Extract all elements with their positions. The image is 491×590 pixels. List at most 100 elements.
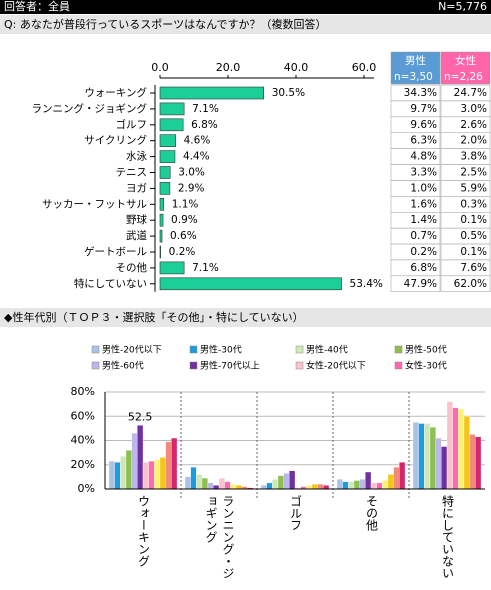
bar — [218, 477, 225, 490]
bar — [365, 471, 372, 490]
bar — [348, 481, 355, 490]
category-label: 野球 — [126, 213, 147, 226]
bar — [317, 483, 324, 490]
bar — [376, 482, 383, 490]
x-tick-label: 20.0 — [216, 61, 241, 74]
legend-swatch — [91, 361, 100, 370]
bar — [165, 441, 172, 490]
value-label: 53.4% — [350, 278, 383, 290]
bar — [446, 401, 453, 490]
table-value: 3.0% — [460, 103, 487, 115]
x-tick-label: 60.0 — [352, 61, 377, 74]
table-value: 2.0% — [460, 135, 487, 147]
legend-swatch — [394, 361, 403, 370]
table-value: 9.7% — [410, 103, 437, 115]
section-title: ◆性年代別（ＴＯＰ３・選択肢「その他」・特にしていない） — [4, 310, 304, 324]
bar — [159, 245, 161, 259]
bar — [336, 479, 343, 490]
bar — [159, 86, 264, 100]
table-header-n: n=2,26 — [444, 71, 483, 83]
bar — [306, 485, 313, 490]
table-cell — [390, 275, 441, 293]
table-value: 6.8% — [410, 262, 437, 274]
bar — [207, 482, 214, 490]
table-value: 3.3% — [410, 167, 437, 179]
category-label: 武道 — [126, 229, 147, 242]
bar — [393, 467, 400, 490]
bar — [429, 427, 436, 490]
table-value: 0.3% — [460, 198, 487, 210]
header-bar — [0, 0, 491, 14]
y-tick-label: 20% — [71, 458, 95, 471]
bar — [323, 485, 330, 490]
legend-label: 男性-40代 — [306, 344, 348, 356]
category-label: ウォーキング — [84, 86, 147, 99]
bar — [412, 422, 419, 490]
bar — [159, 277, 342, 291]
category-label: ヨガ — [126, 182, 147, 194]
value-label: 6.8% — [191, 119, 218, 131]
bar — [108, 460, 115, 490]
bar — [435, 437, 442, 490]
section-bar — [0, 308, 491, 327]
respondents: 回答者：全員 — [4, 0, 70, 13]
value-label: 7.1% — [192, 262, 219, 274]
bar — [387, 474, 394, 490]
bar — [452, 407, 459, 490]
bar — [469, 434, 476, 490]
table-header-cell — [440, 51, 491, 85]
table-value: 1.4% — [410, 214, 437, 226]
value-label: 52.5 — [128, 410, 153, 423]
value-label: 0.2% — [169, 246, 196, 258]
bar — [120, 456, 127, 490]
bar — [475, 436, 482, 490]
bar — [370, 482, 377, 490]
category-label: サッカー・フットサル — [42, 198, 147, 210]
value-label: 0.9% — [171, 214, 198, 226]
bar — [201, 477, 208, 490]
bar — [441, 446, 448, 490]
bar — [159, 182, 171, 195]
bar — [159, 166, 171, 179]
table-value: 3.8% — [460, 151, 487, 163]
value-label: 2.9% — [178, 182, 205, 194]
bar — [159, 457, 166, 490]
x-tick-label: ゴルフ — [288, 495, 303, 531]
bar — [382, 480, 389, 490]
legend-label: 女性-30代 — [405, 360, 447, 372]
legend-swatch — [295, 345, 304, 354]
bar — [230, 483, 237, 490]
legend-label: 男性-20代以下 — [102, 344, 162, 356]
bar — [418, 423, 425, 490]
legend-swatch — [189, 361, 198, 370]
value-label: 3.0% — [178, 167, 205, 179]
bar — [399, 462, 406, 490]
bar — [184, 476, 191, 490]
table-value: 5.9% — [460, 182, 487, 194]
bar — [213, 485, 220, 490]
table-value: 34.3% — [404, 87, 437, 99]
question: Q: あなたが普段行っているスポーツはなんですか？（複数回答） — [4, 17, 327, 31]
bar — [272, 479, 279, 490]
legend-label: 男性-60代 — [102, 360, 144, 372]
bar — [266, 482, 273, 490]
bar — [159, 261, 185, 275]
legend-label: 女性-20代以下 — [306, 360, 366, 372]
category-label: サイクリング — [84, 134, 147, 147]
table-value: 1.6% — [410, 198, 437, 210]
bar — [458, 408, 465, 490]
bar — [283, 473, 290, 490]
bar — [159, 102, 185, 116]
legend-swatch — [295, 361, 304, 370]
table-header-label: 女性 — [455, 54, 476, 67]
bar — [159, 118, 184, 132]
legend-swatch — [189, 345, 198, 354]
category-label: その他 — [116, 261, 148, 274]
bar — [311, 483, 318, 490]
y-tick-label: 80% — [71, 385, 95, 398]
x-tick-label: 0.0 — [151, 61, 169, 74]
bar — [159, 134, 176, 147]
table-value: 62.0% — [454, 278, 487, 290]
value-label: 30.5% — [272, 87, 305, 99]
